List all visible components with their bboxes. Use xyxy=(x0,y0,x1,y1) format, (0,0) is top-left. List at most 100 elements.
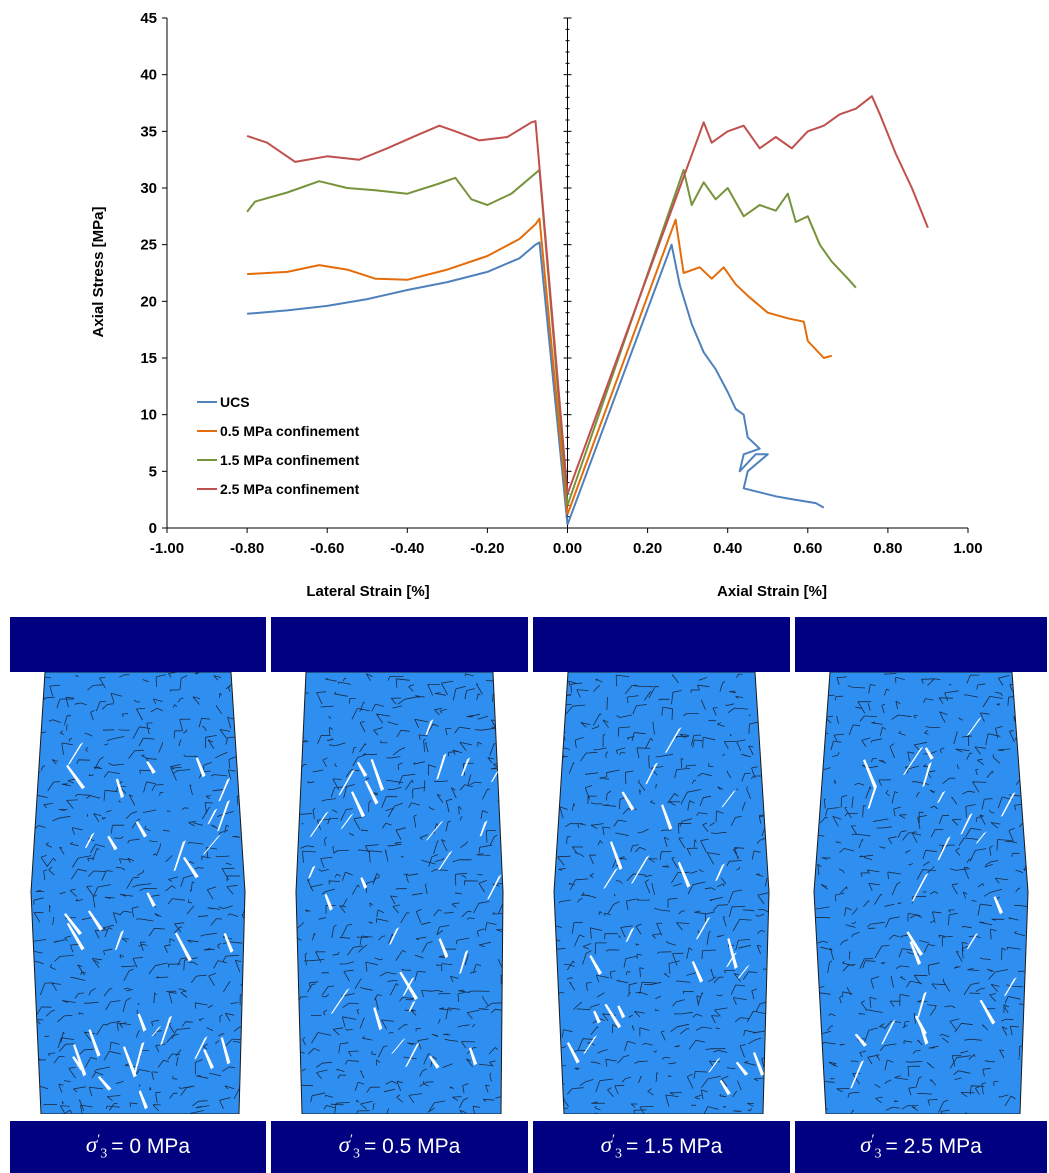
sigma-subscript: 3 xyxy=(353,1146,361,1162)
crack-segment xyxy=(863,759,877,789)
stress-strain-chart: 0 5 10 15 20 25 30 35 40 45 -1.00 -0.80 -0.60 -0.40 -0… xyxy=(90,10,983,600)
crack-segment xyxy=(583,1035,598,1055)
specimen-body xyxy=(295,672,504,1114)
crack-segment xyxy=(220,1037,231,1065)
crack-segment xyxy=(695,916,711,940)
specimen-panel: σ′3 = 0.5 MPa xyxy=(271,617,528,1173)
crack-segment xyxy=(881,1019,896,1045)
grain-boundaries xyxy=(554,673,769,1114)
series-line-lateral-4 xyxy=(246,120,569,495)
crack-segment xyxy=(194,1035,208,1060)
crack-segment xyxy=(645,762,659,785)
crack-segment xyxy=(966,717,982,736)
crack-segment xyxy=(133,1041,145,1074)
specimen-fracture-image xyxy=(553,672,770,1114)
crack-segment xyxy=(330,988,350,1015)
y-tick-label: 5 xyxy=(149,463,157,480)
crack-segment xyxy=(924,747,934,760)
y-axis-title: Axial Stress [MPa] xyxy=(90,207,107,338)
crack-segment xyxy=(324,893,333,911)
crack-segment xyxy=(721,789,737,808)
specimen-fracture-image xyxy=(30,672,246,1114)
crack-segment xyxy=(737,964,750,979)
x-tick-label: -0.60 xyxy=(310,540,344,557)
crack-segment xyxy=(1003,976,1017,997)
crack-segment xyxy=(664,726,682,754)
legend-label: 2.5 MPa confinement xyxy=(220,481,360,497)
series-line-axial-3 xyxy=(566,168,857,506)
crack-segment xyxy=(408,1000,416,1012)
x-axis-title-lateral: Lateral Strain [%] xyxy=(306,583,429,600)
crack-segment xyxy=(202,834,221,855)
confinement-value: = 0 MPa xyxy=(111,1135,191,1158)
crack-segment xyxy=(195,757,206,778)
specimen-panel: σ′3 = 1.5 MPa xyxy=(533,617,790,1173)
x-tick-label: -1.00 xyxy=(150,540,184,557)
y-tick-label: 25 xyxy=(140,237,157,254)
confinement-value: = 1.5 MPa xyxy=(626,1135,723,1158)
crack-segment xyxy=(707,1057,721,1073)
crack-segment xyxy=(617,1005,626,1019)
crack-segment xyxy=(603,867,618,890)
x-tick-label: 0.60 xyxy=(793,540,822,557)
crack-segment xyxy=(911,872,929,902)
sigma-glyph: σ xyxy=(860,1131,872,1157)
loading-platen xyxy=(10,617,266,672)
sigma-symbol: σ′3 xyxy=(86,1132,107,1163)
crack-segment xyxy=(437,850,453,871)
series-line-lateral-1 xyxy=(247,241,569,525)
fracture-cracks xyxy=(566,726,765,1096)
crack-segment xyxy=(425,719,434,736)
crack-segment xyxy=(589,955,603,975)
crack-segment xyxy=(137,1013,147,1032)
crack-segment xyxy=(356,761,368,778)
chart-series xyxy=(246,95,929,525)
crack-segment xyxy=(854,1033,867,1047)
crack-segment xyxy=(308,865,316,879)
crack-segment xyxy=(160,1015,173,1046)
confinement-caption: σ′3 = 2.5 MPa xyxy=(795,1121,1047,1173)
sigma-glyph: σ xyxy=(600,1131,612,1157)
crack-segment xyxy=(391,1038,406,1055)
crack-segment xyxy=(87,910,103,931)
crack-segment xyxy=(438,938,449,959)
crack-segment xyxy=(459,949,469,974)
crack-segment xyxy=(115,778,125,799)
loading-platen xyxy=(533,617,790,672)
crack-segment xyxy=(97,1076,112,1091)
y-tick-label: 15 xyxy=(140,350,157,367)
crack-segment xyxy=(173,840,186,872)
x-tick-label: -0.20 xyxy=(470,540,504,557)
crack-segment xyxy=(867,786,877,810)
crack-segment xyxy=(937,836,951,861)
sigma-subscript: 3 xyxy=(100,1146,108,1162)
crack-segment xyxy=(727,938,738,970)
crack-segment xyxy=(402,976,415,997)
crack-segment xyxy=(593,1010,601,1024)
crack-segment xyxy=(752,1051,765,1077)
x-axis-title-axial: Axial Strain [%] xyxy=(717,583,827,600)
series-line-axial-1 xyxy=(566,243,825,525)
fracture-cracks xyxy=(850,717,1017,1089)
crack-segment xyxy=(364,780,379,805)
x-tick-label: 0.00 xyxy=(553,540,582,557)
series-line-axial-4 xyxy=(566,95,929,495)
crack-segment xyxy=(217,799,231,832)
sigma-symbol: σ′3 xyxy=(601,1132,622,1163)
crack-segment xyxy=(719,1080,731,1096)
x-tick-label: 0.80 xyxy=(873,540,902,557)
crack-segment xyxy=(993,896,1004,915)
crack-segment xyxy=(373,1007,383,1031)
crack-segment xyxy=(906,931,923,956)
sigma-symbol: σ′3 xyxy=(339,1132,360,1163)
legend-label: 0.5 MPa confinement xyxy=(220,423,360,439)
crack-segment xyxy=(146,892,156,908)
crack-segment xyxy=(922,761,932,787)
crack-segment xyxy=(207,808,218,825)
crack-segment xyxy=(1000,791,1016,817)
x-tick-label: 1.00 xyxy=(953,540,982,557)
crack-segment xyxy=(203,1049,214,1070)
crack-segment xyxy=(151,1025,162,1037)
crack-segment xyxy=(979,999,996,1025)
chart-legend: UCS 0.5 MPa confinement 1.5 MPa confinemen… xyxy=(197,394,360,497)
